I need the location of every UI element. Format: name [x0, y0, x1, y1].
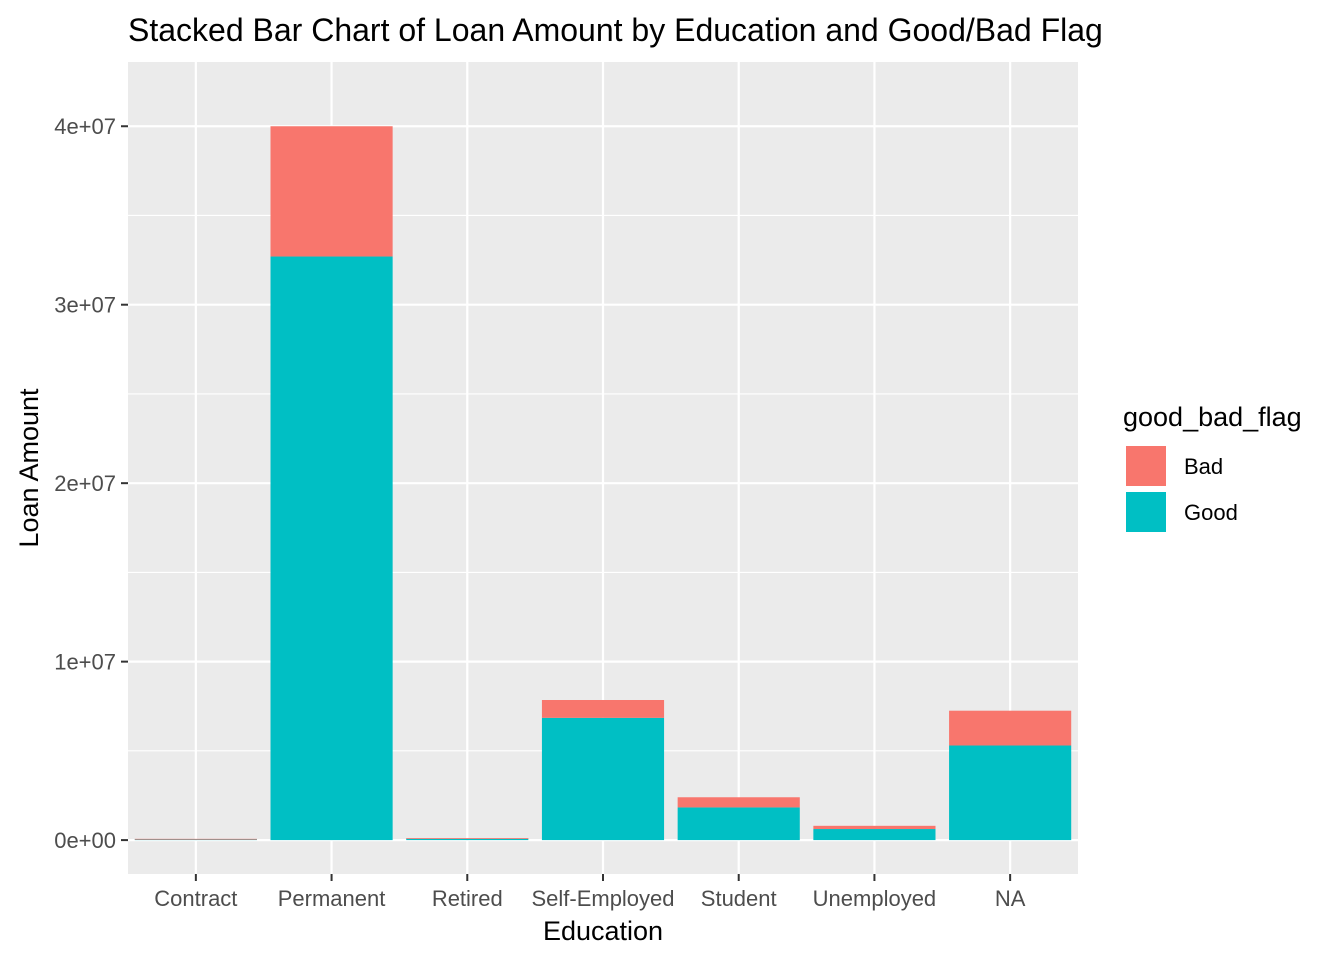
bar-bad-self-employed: [541, 700, 665, 718]
bar-bad-permanent: [270, 126, 393, 257]
y-tick-label: 0e+00: [54, 828, 116, 853]
legend-label-good: Good: [1184, 500, 1238, 525]
bar-bad-contract: [134, 838, 257, 840]
y-tick-label: 4e+07: [54, 114, 116, 139]
bar-bad-retired: [406, 838, 529, 839]
bar-good-na: [949, 745, 1072, 841]
x-axis-title: Education: [543, 916, 663, 946]
bar-good-unemployed: [813, 829, 936, 841]
legend-label-bad: Bad: [1184, 454, 1223, 479]
y-tick-label: 2e+07: [54, 471, 116, 496]
bar-bad-unemployed: [813, 825, 936, 830]
y-axis-title: Loan Amount: [14, 388, 44, 548]
bar-good-permanent: [270, 256, 393, 841]
x-tick-label: NA: [995, 886, 1026, 911]
bar-good-self-employed: [541, 717, 665, 841]
y-tick-label: 3e+07: [54, 293, 116, 318]
x-tick-label: Unemployed: [813, 886, 937, 911]
x-tick-label: Permanent: [278, 886, 386, 911]
bar-bad-student: [677, 797, 800, 808]
legend-swatch-good: [1126, 492, 1166, 532]
chart-title: Stacked Bar Chart of Loan Amount by Educ…: [128, 12, 1103, 48]
legend-swatch-bad: [1126, 446, 1166, 486]
x-tick-label: Student: [701, 886, 777, 911]
x-tick-label: Contract: [154, 886, 237, 911]
legend-title: good_bad_flag: [1123, 402, 1302, 432]
bar-good-retired: [406, 838, 529, 841]
bar-good-student: [677, 807, 800, 841]
y-axis: 0e+00 1e+07 2e+07 3e+07 4e+07: [54, 114, 128, 853]
bars-group: [134, 126, 1072, 841]
x-axis: Contract Permanent Retired Self-Employed Stu…: [154, 874, 1026, 911]
y-tick-label: 1e+07: [54, 650, 116, 675]
legend: good_bad_flag Bad Good: [1123, 402, 1302, 534]
x-tick-label: Self-Employed: [531, 886, 674, 911]
x-tick-label: Retired: [432, 886, 503, 911]
bar-bad-na: [949, 710, 1072, 746]
